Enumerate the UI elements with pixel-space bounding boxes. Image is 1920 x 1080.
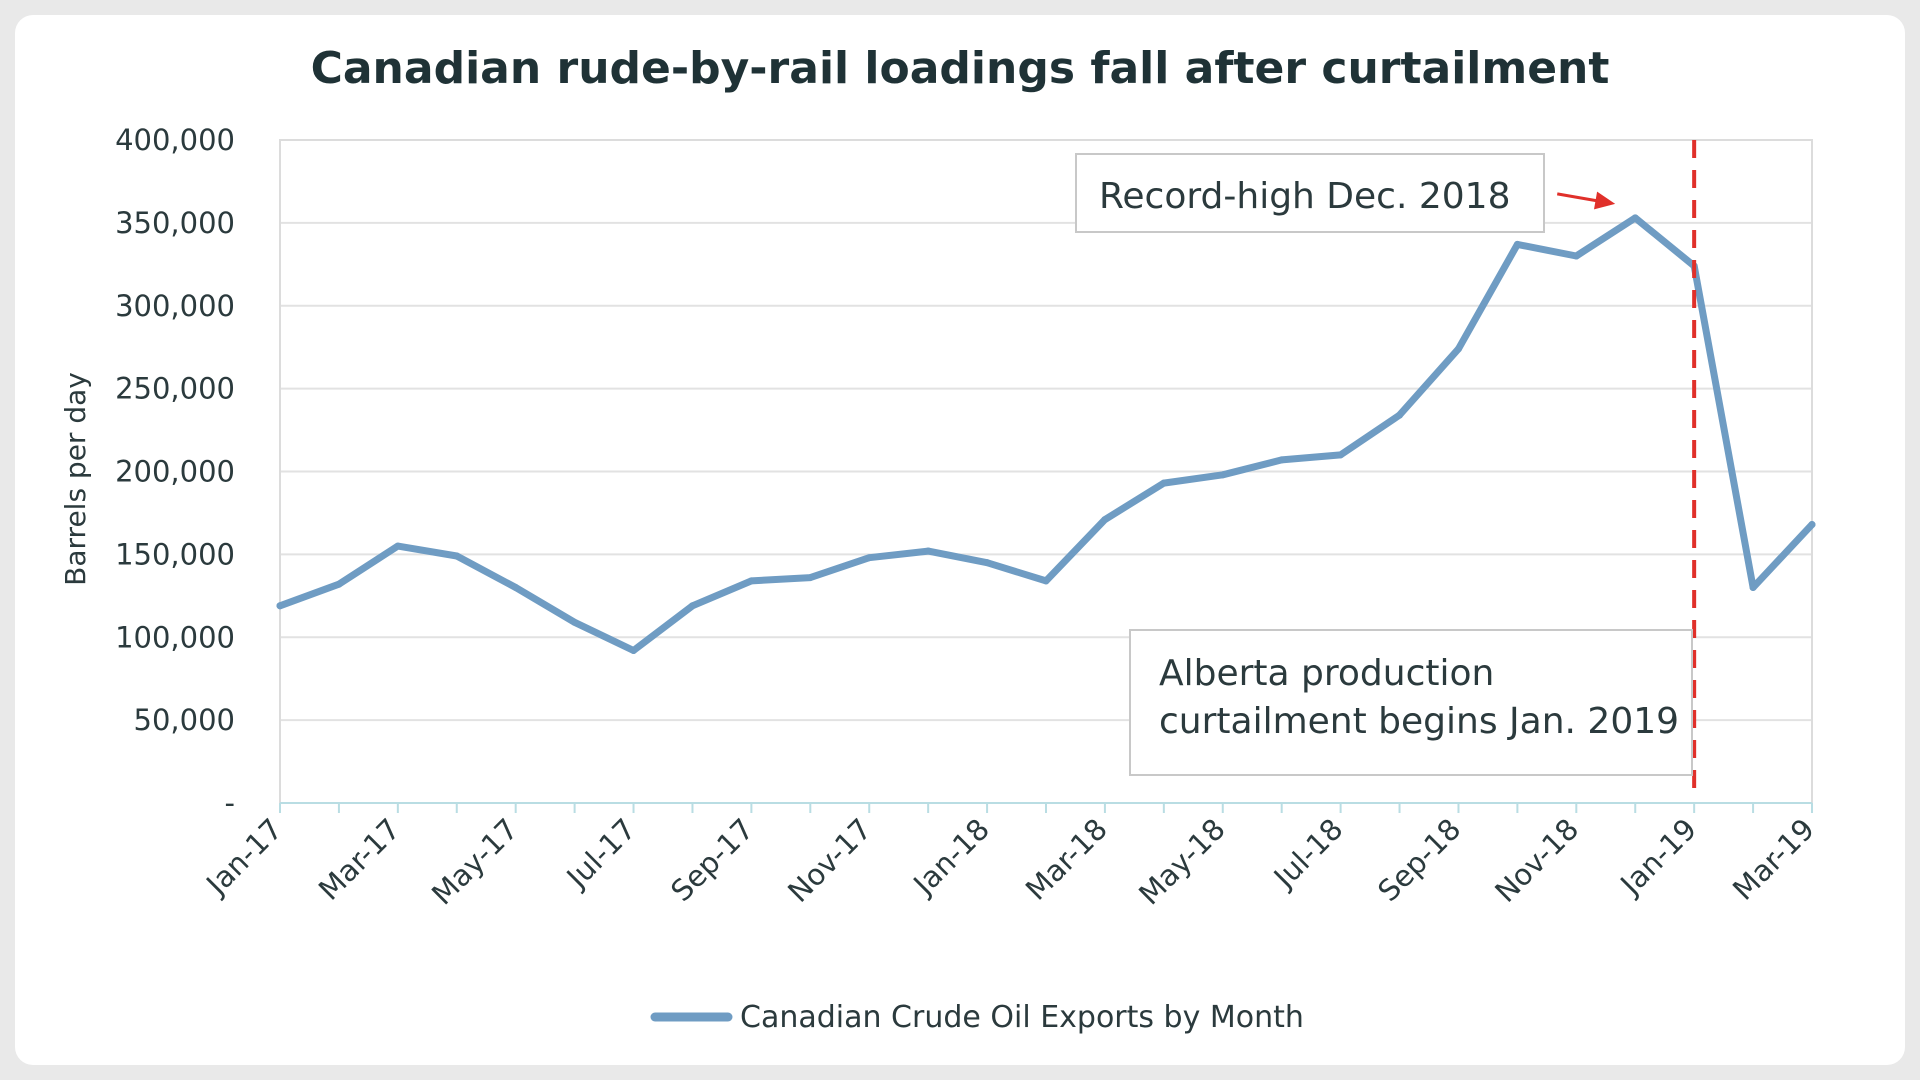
data-point	[1278, 456, 1286, 464]
x-tick-label: Nov-17	[781, 812, 878, 909]
x-axis-ticks	[279, 803, 1813, 813]
data-point	[688, 602, 696, 610]
y-tick-label: 400,000	[115, 123, 235, 157]
y-tick-label: -	[225, 786, 235, 820]
data-point	[1396, 411, 1404, 419]
x-tick-label: Sep-17	[664, 812, 760, 908]
y-tick-label: 250,000	[115, 372, 235, 406]
series-line	[276, 214, 1816, 654]
data-point	[747, 577, 755, 585]
data-point	[1160, 479, 1168, 487]
data-point	[1454, 345, 1462, 353]
data-point	[512, 584, 520, 592]
data-point	[630, 647, 638, 655]
y-tick-label: 300,000	[115, 289, 235, 323]
curtailment-text-line-2: curtailment begins Jan. 2019	[1159, 701, 1679, 742]
x-tick-label: Jan-17	[198, 812, 289, 903]
x-tick-label: May-17	[425, 812, 525, 912]
x-tick-label: Jul-18	[1266, 812, 1350, 896]
y-tick-label: 200,000	[115, 455, 235, 489]
y-tick-label: 100,000	[115, 620, 235, 654]
data-point	[1101, 516, 1109, 524]
curtailment-annotation: Alberta production curtailment begins Ja…	[1129, 629, 1693, 776]
data-point	[1042, 577, 1050, 585]
x-tick-label: Sep-18	[1371, 812, 1467, 908]
legend-label: Canadian Crude Oil Exports by Month	[740, 1000, 1304, 1035]
y-tick-label: 50,000	[134, 703, 235, 737]
y-axis-tick-labels: - 50,000 100,000 150,000 200,000 250,000 300,0…	[115, 123, 235, 820]
x-tick-label: Mar-19	[1726, 812, 1821, 907]
y-tick-label: 350,000	[115, 206, 235, 240]
x-tick-label: Jul-17	[559, 812, 643, 896]
line-chart: Canadian rude-by-rail loadings fall afte…	[59, 43, 1821, 1035]
curtailment-box	[1129, 629, 1693, 776]
x-tick-label: Mar-17	[312, 812, 407, 907]
x-tick-label: May-18	[1132, 812, 1232, 912]
data-point	[806, 574, 814, 582]
curtailment-text-line-1: Alberta production	[1159, 653, 1494, 694]
data-point	[1337, 451, 1345, 459]
y-tick-label: 150,000	[115, 537, 235, 571]
legend: Canadian Crude Oil Exports by Month	[650, 1000, 1304, 1035]
data-point	[453, 552, 461, 560]
series-group	[276, 214, 1816, 655]
data-point	[394, 542, 402, 550]
x-tick-label: Mar-18	[1019, 812, 1114, 907]
x-tick-label: Jan-19	[1613, 812, 1704, 903]
data-point	[1808, 521, 1816, 529]
x-tick-label: Nov-18	[1488, 812, 1585, 909]
data-point	[865, 554, 873, 562]
gridlines	[280, 139, 1812, 722]
record-high-text: Record-high Dec. 2018	[1099, 176, 1510, 217]
data-point	[1749, 584, 1757, 592]
record-high-arrow-head	[1594, 191, 1616, 210]
data-point	[335, 580, 343, 588]
x-tick-label: Jan-18	[905, 812, 996, 903]
y-axis-label: Barrels per day	[59, 372, 92, 586]
chart-card: Canadian rude-by-rail loadings fall afte…	[15, 15, 1905, 1065]
chart-title: Canadian rude-by-rail loadings fall afte…	[311, 43, 1610, 94]
record-high-box	[1075, 153, 1545, 233]
data-point	[1631, 214, 1639, 222]
data-point	[983, 559, 991, 567]
x-axis-tick-labels: Jan-17 Mar-17 May-17 Jul-17 Sep-17 Nov-17 Jan-…	[198, 812, 1821, 912]
data-point	[924, 547, 932, 555]
data-point	[1513, 240, 1521, 248]
data-point	[1219, 471, 1227, 479]
data-point	[571, 618, 579, 626]
data-point	[1572, 252, 1580, 260]
record-high-annotation: Record-high Dec. 2018	[1075, 153, 1545, 233]
data-point	[276, 602, 284, 610]
